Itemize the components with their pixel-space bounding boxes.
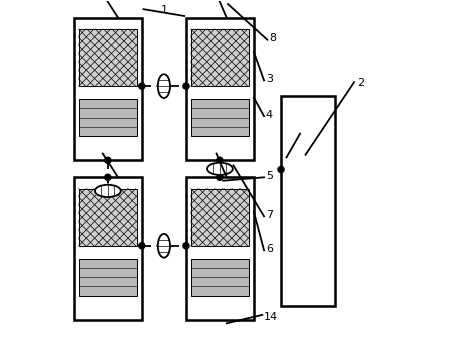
Text: 8: 8 — [269, 33, 276, 43]
Circle shape — [183, 243, 189, 249]
Bar — [186, 18, 254, 160]
Circle shape — [278, 166, 284, 173]
Text: 2: 2 — [357, 78, 365, 88]
Bar — [74, 177, 142, 320]
Text: 5: 5 — [266, 171, 273, 181]
Circle shape — [105, 157, 111, 163]
Text: 7: 7 — [266, 210, 273, 220]
Ellipse shape — [158, 234, 170, 258]
Text: 3: 3 — [266, 74, 273, 84]
Bar — [191, 29, 249, 86]
Circle shape — [139, 243, 145, 249]
Circle shape — [105, 174, 111, 180]
Text: 1: 1 — [161, 4, 168, 15]
Text: 6: 6 — [266, 244, 273, 254]
Bar — [191, 258, 249, 296]
Bar — [78, 258, 137, 296]
Text: 14: 14 — [264, 312, 278, 322]
Bar — [78, 29, 137, 86]
Text: 4: 4 — [266, 110, 273, 120]
Bar — [191, 99, 249, 136]
Bar — [78, 99, 137, 136]
Bar — [281, 96, 335, 306]
Ellipse shape — [158, 74, 170, 98]
Ellipse shape — [95, 185, 121, 197]
Bar — [74, 18, 142, 160]
Ellipse shape — [207, 163, 233, 175]
Bar — [186, 177, 254, 320]
Circle shape — [139, 83, 145, 89]
Circle shape — [217, 174, 223, 180]
Circle shape — [217, 157, 223, 163]
Bar — [78, 189, 137, 246]
Bar — [191, 189, 249, 246]
Circle shape — [183, 83, 189, 89]
